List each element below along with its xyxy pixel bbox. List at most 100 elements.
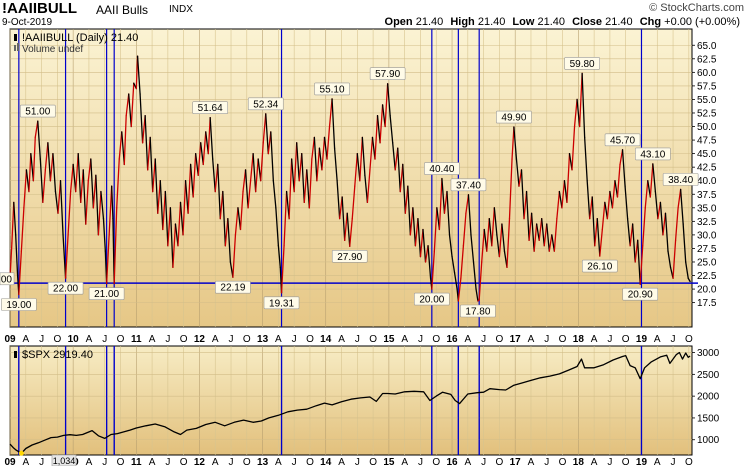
ohlc-readout: Open 21.40 High 21.40 Low 21.40 Close 21… [385,16,740,28]
bulls-line-segment [92,174,97,209]
bulls-line-segment [422,228,427,263]
volume-swatch [17,43,19,51]
x-tick-label: J [165,334,170,345]
bulls-line-segment [80,169,84,204]
bulls-line-segment [283,190,288,247]
bulls-line-segment [47,142,52,182]
bulls-line-segment [200,142,204,166]
bulls-line-segment [301,152,305,204]
value-callout-box [1,298,37,311]
bulls-line-segment [364,174,369,204]
bulls-line-segment [386,83,391,117]
chart-date: 9-Oct-2019 [2,17,53,28]
bulls-line-segment [399,163,404,193]
bulls-y-tick-label: 65.0 [697,41,717,52]
bulls-line-segment [217,163,221,220]
bulls-line-segment [374,115,379,160]
bulls-line-segment [290,158,295,193]
value-callout-box [369,67,406,81]
value-callout: 27.90 [337,252,362,263]
bulls-y-tick-label: 25.0 [697,257,717,268]
value-callout: 20.90 [628,290,653,301]
bulls-line-segment [82,169,87,225]
x-tick-label-bottom: J [671,457,676,466]
bulls-line-segment [13,201,17,236]
x-tick-label-bottom: J [102,457,107,466]
x-tick-label: O [53,334,61,345]
bulls-line-segment [376,115,381,144]
value-callout: 37.40 [456,180,481,191]
x-tick-label-bottom: 09 [4,457,16,466]
bulls-y-tick-label: 32.5 [697,217,717,228]
bulls-line-segment [172,223,177,269]
spx-y-tick-label: 1500 [697,413,720,424]
symbol-title: !AAIIBULL [2,0,77,17]
value-callout: 17.80 [465,306,490,317]
x-tick-label: J [355,334,360,345]
bulls-line-segment [164,190,169,247]
bulls-line-segment [407,185,412,236]
bulls-line-segment [448,234,453,258]
bulls-line-segment [239,190,244,231]
bulls-line-segment [247,180,252,209]
bulls-line-segment [441,177,446,214]
bulls-line-segment [157,180,161,214]
x-tick-label: O [180,334,188,345]
bulls-legend: !AAIIBULL (Daily) 21.40 [22,32,138,44]
bulls-line-segment [184,180,189,214]
bulls-line-segment [298,152,303,182]
bulls-line-segment [20,207,25,252]
bulls-line-segment [64,234,69,279]
value-callout: 43.10 [640,149,665,160]
bulls-line-segment [359,136,364,182]
bulls-line-segment [147,136,151,171]
edge-callout-box [0,272,15,286]
bulls-line-segment [604,201,609,220]
bulls-line-segment [541,217,545,247]
bulls-line-segment [179,201,184,236]
x-tick-label: J [481,334,486,345]
value-callout-box [192,101,228,114]
bulls-y-tick-label: 20.0 [697,285,717,296]
bulls-line-segment [642,207,646,247]
value-callout-box [604,133,641,147]
bulls-line-segment [207,116,211,155]
value-callout-box [88,287,125,300]
bulls-line-segment [159,180,164,231]
value-callout-box [414,292,450,306]
x-tick-label: O [622,334,630,345]
bulls-line-segment [260,142,264,182]
x-tick-label: J [292,334,297,345]
bulls-line-segment [9,242,13,279]
bulls-line-segment [506,217,511,269]
spx-legend-swatch [14,351,17,358]
bulls-line-segment [354,152,358,187]
value-callout: 51.64 [198,103,223,114]
bulls-line-segment [536,223,540,241]
x-tick-label-bottom: 13 [257,457,269,466]
bulls-line-segment [515,158,520,187]
bulls-line-segment [481,228,485,263]
bulls-line-segment [316,147,321,182]
bulls-line-segment [493,207,498,236]
bulls-line-segment [244,169,249,209]
bulls-line-segment [361,136,366,176]
bulls-line-segment [397,147,401,193]
bulls-line-segment [234,207,239,236]
bulls-line-segment [467,194,472,236]
x-tick-label: J [671,334,676,345]
x-tick-label: J [418,334,423,345]
bulls-line-segment [318,147,323,171]
bulls-line-segment [457,277,462,302]
bulls-line-segment [379,104,384,144]
exchange-label: INDX [169,4,193,15]
bulls-line-segment [111,185,114,220]
x-tick-label: J [607,334,612,345]
bulls-y-tick-label: 50.0 [697,122,717,133]
bulls-line-segment [149,136,154,193]
bulls-line-segment [596,217,601,257]
x-tick-label-bottom: A [528,457,535,466]
bulls-line-segment [553,217,558,252]
bulls-line-segment [624,185,629,220]
high-label: High [450,16,475,28]
